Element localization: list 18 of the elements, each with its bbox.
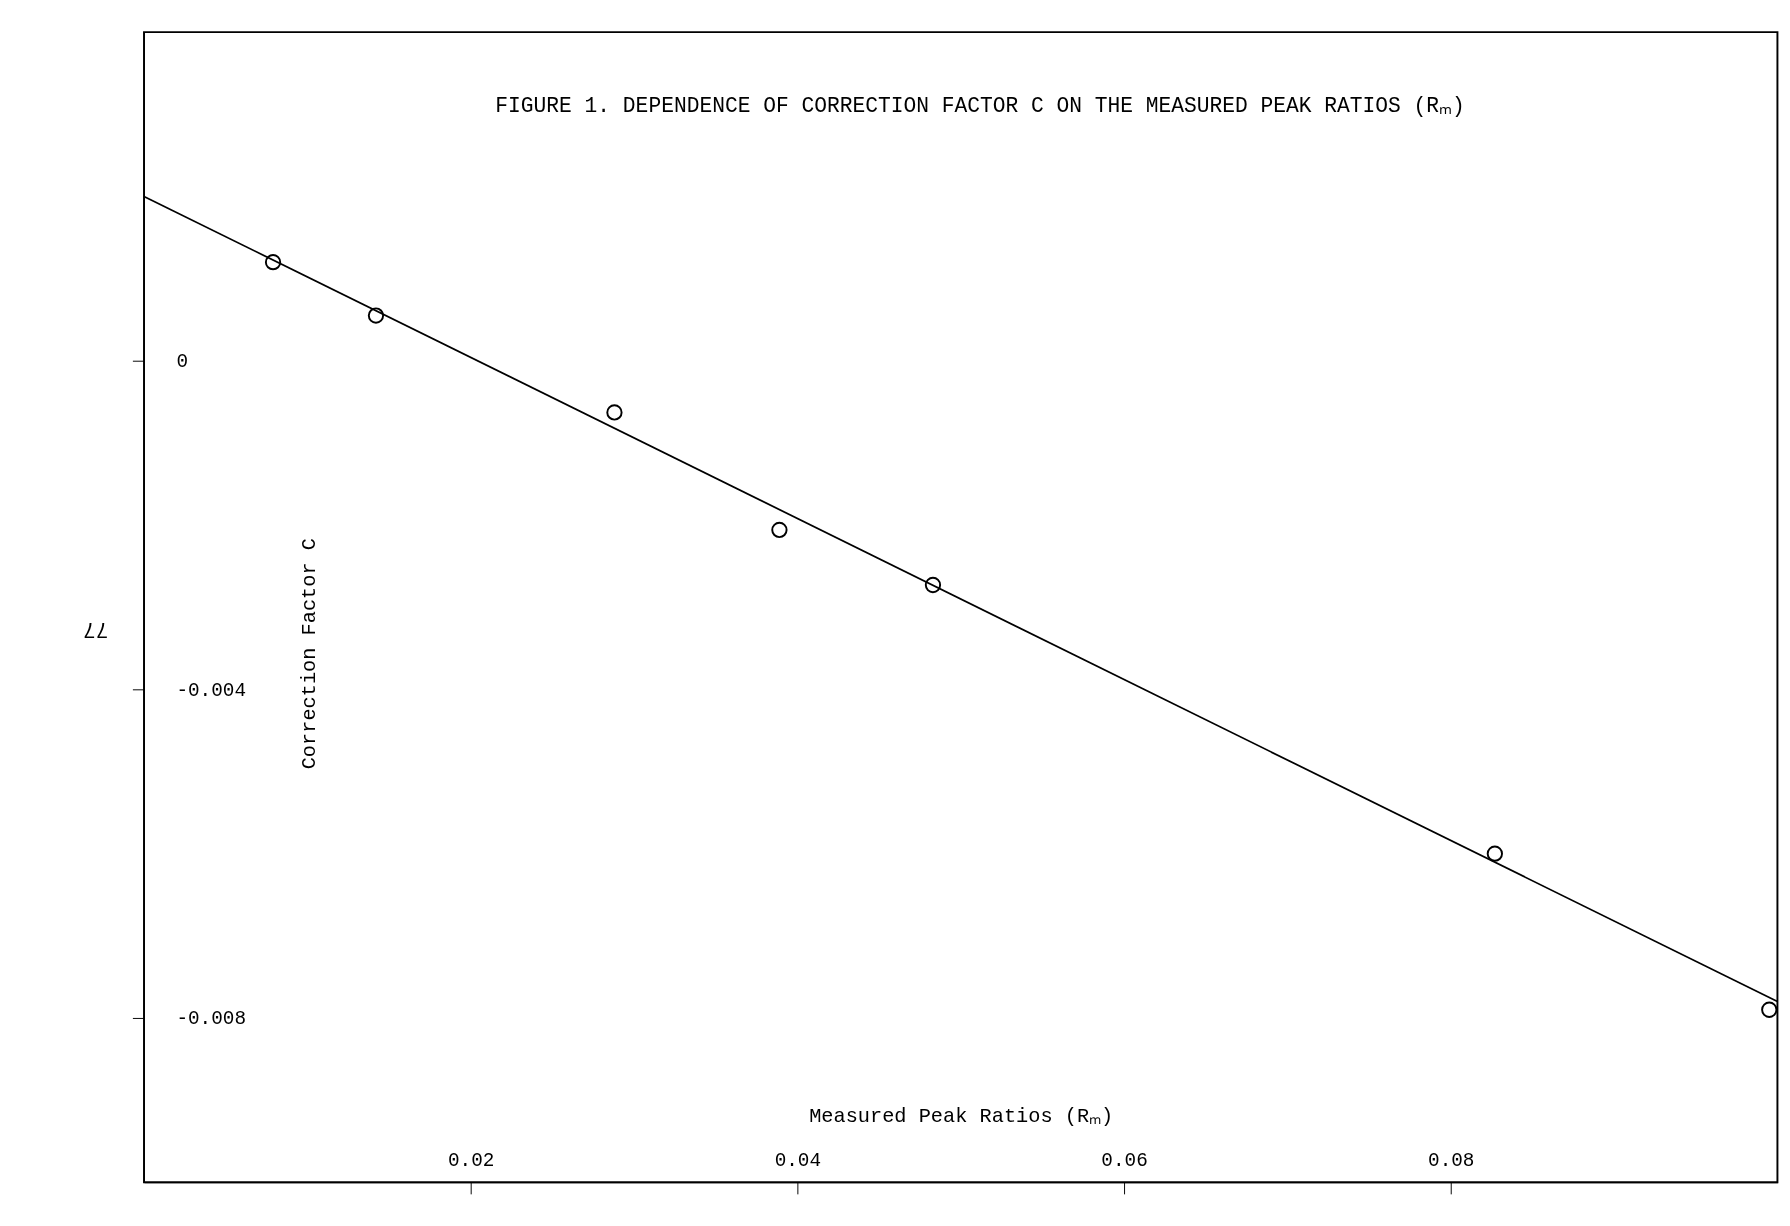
text: FIGURE 1. DEPENDENCE OF CORRECTION FACTOR C ON THE MEASURED PEAK RATIOS (Rₘ): [495, 94, 1465, 119]
y-axis-title: Correction Factor C: [297, 538, 321, 770]
y-tick-label: 0: [176, 351, 188, 373]
point: [264, 254, 282, 271]
x-tick-label: 0.02: [447, 1150, 495, 1173]
text: 77: [82, 617, 109, 642]
point: [1486, 845, 1503, 862]
point: [771, 521, 788, 539]
point: [1761, 1001, 1778, 1018]
y-tick-label: -0.004: [176, 679, 246, 702]
x-tick-label: 0.04: [774, 1150, 822, 1173]
y-tick-label: -0.008: [176, 1008, 246, 1031]
point: [606, 404, 623, 421]
point: [924, 576, 942, 594]
x-tick-label: 0.08: [1428, 1150, 1475, 1173]
x-axis-title: Measured Peak Ratios (Rₘ): [809, 1104, 1114, 1128]
point: [367, 307, 385, 324]
x-tick-label: 0.06: [1101, 1150, 1148, 1173]
